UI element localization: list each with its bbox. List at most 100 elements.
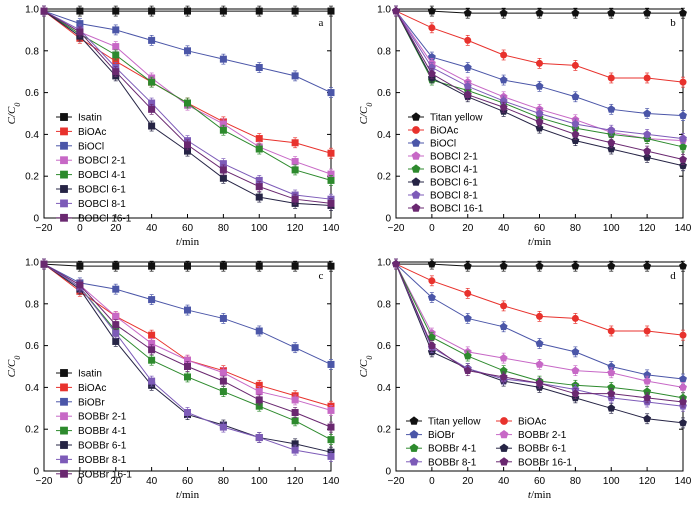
legend-marker — [411, 151, 421, 160]
data-point — [112, 7, 120, 15]
data-point — [643, 153, 652, 161]
legend-label: BOBCl 6-1 — [78, 185, 126, 196]
legend-label: BiOBr — [428, 430, 455, 441]
legend-label: BiOAc — [430, 126, 458, 137]
data-point — [499, 75, 508, 84]
legend-label: BOBBr 16-1 — [78, 469, 132, 480]
data-point — [219, 174, 227, 182]
legend-item: BiOAc — [56, 383, 106, 394]
data-point — [112, 26, 120, 34]
data-point — [112, 312, 120, 320]
data-point — [219, 377, 227, 385]
x-tick-label: 80 — [218, 223, 230, 234]
data-point — [643, 74, 651, 82]
data-point — [327, 149, 335, 157]
data-point — [40, 260, 48, 268]
data-point — [427, 259, 436, 268]
data-point — [255, 183, 263, 191]
data-point — [148, 296, 156, 304]
data-point — [327, 89, 335, 97]
data-point — [291, 7, 299, 15]
data-point — [112, 337, 120, 345]
data-point — [535, 123, 544, 132]
x-axis-label-var: t — [176, 236, 180, 248]
data-point — [112, 329, 120, 337]
data-point — [571, 314, 579, 322]
data-point — [463, 262, 472, 270]
data-point — [327, 7, 335, 15]
x-axis-label-var: t — [528, 489, 532, 501]
data-point — [148, 105, 156, 113]
y-tick-label: 0.8 — [377, 46, 391, 57]
series-titan-yellow — [392, 5, 687, 19]
y-axis-label-text: C/C — [358, 106, 370, 124]
legend-marker — [411, 190, 421, 199]
x-tick-label: 60 — [182, 476, 194, 487]
y-tick-label: 0.6 — [377, 88, 391, 99]
legend-item: BiOCl — [56, 141, 104, 152]
legend-marker — [411, 138, 421, 147]
data-point — [76, 281, 84, 289]
data-point — [500, 302, 508, 310]
legend-label: BiOAc — [78, 127, 106, 138]
data-point — [643, 146, 652, 155]
x-tick-label: −20 — [388, 476, 405, 487]
legend-marker — [60, 469, 68, 478]
x-tick-label: 80 — [570, 476, 582, 487]
data-point — [643, 393, 652, 402]
legend-item: BOBBr 6-1 — [496, 443, 567, 455]
data-point — [643, 9, 652, 17]
x-axis-label-var: t — [176, 489, 180, 501]
x-tick-label: 140 — [323, 223, 340, 234]
data-point — [571, 389, 580, 398]
data-point — [148, 7, 156, 15]
x-tick-label: 120 — [639, 223, 656, 234]
series-bioac — [392, 258, 687, 341]
data-point — [255, 434, 263, 442]
legend-marker — [60, 127, 68, 136]
x-tick-label: −20 — [388, 223, 405, 234]
data-point — [607, 138, 616, 147]
legend-marker — [60, 213, 68, 222]
legend-label: Titan yellow — [430, 113, 483, 124]
legend-label: BiOCl — [430, 139, 456, 150]
data-point — [219, 388, 227, 396]
legend-marker — [60, 383, 68, 392]
data-point — [255, 145, 263, 153]
data-point — [184, 7, 192, 15]
data-point — [679, 161, 687, 170]
panel-label: c — [319, 270, 324, 282]
chart-panel-c: −20 0 20 40 60 80 100 120 14000.20.40.60.81.0ct/… — [6, 258, 340, 502]
x-tick-label: 40 — [146, 223, 158, 234]
legend-marker — [411, 112, 421, 121]
x-axis-label: t/min — [176, 489, 200, 501]
y-tick-label: 1.0 — [377, 5, 391, 16]
data-point — [184, 306, 192, 314]
x-tick-label: 0 — [77, 223, 83, 234]
y-axis-label-subscript: 0 — [365, 356, 374, 360]
data-point — [643, 262, 652, 270]
legend-marker — [499, 457, 509, 466]
data-point — [679, 374, 687, 383]
data-point — [255, 135, 263, 143]
x-tick-label: −20 — [36, 223, 53, 234]
data-point — [291, 344, 299, 352]
data-point — [679, 331, 687, 339]
data-point — [463, 90, 472, 99]
data-point — [607, 144, 616, 153]
data-point — [219, 369, 227, 377]
x-tick-label: 140 — [675, 476, 692, 487]
y-tick-label: 0 — [33, 467, 39, 478]
legend-marker — [60, 412, 68, 421]
data-point — [464, 36, 472, 44]
legend-marker — [60, 185, 68, 193]
x-tick-label: 100 — [251, 223, 268, 234]
legend: Isatin BiOAc BiOCl BOBCl 2-1 BOBCl 4-1 BOBCl … — [56, 113, 132, 224]
data-point — [571, 9, 580, 17]
legend-label: BiOCl — [78, 141, 104, 152]
legend-item: BOBBr 16-1 — [496, 457, 572, 468]
y-tick-label: 0 — [385, 214, 391, 225]
series-bobbr-16-1 — [40, 258, 335, 433]
legend-marker — [499, 430, 509, 439]
